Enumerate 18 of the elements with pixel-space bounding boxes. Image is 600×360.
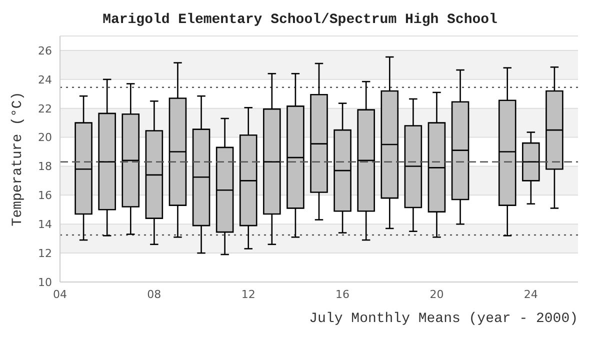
x-axis-title: July Monthly Means (year - 2000): [309, 311, 578, 327]
x-tick-label: 12: [241, 288, 256, 301]
y-tick-label: 12: [38, 246, 52, 260]
y-tick-label: 26: [38, 44, 52, 58]
y-tick-label: 14: [38, 218, 52, 232]
x-tick-label: 08: [147, 288, 162, 301]
y-axis-title: Temperature (°C): [10, 92, 26, 226]
y-tick-label: 18: [38, 160, 52, 174]
y-tick-label: 10: [38, 276, 52, 289]
x-tick-label: 20: [430, 288, 444, 301]
x-tick-label: 16: [336, 288, 350, 301]
x-tick-label: 04: [53, 288, 67, 301]
chart-title: Marigold Elementary School/Spectrum High School: [102, 12, 498, 28]
y-tick-label: 20: [38, 131, 52, 144]
y-tick-label: 24: [38, 73, 52, 86]
y-tick-label: 16: [38, 189, 52, 202]
x-tick-label: 24: [524, 288, 538, 301]
y-tick-label: 22: [38, 102, 52, 116]
